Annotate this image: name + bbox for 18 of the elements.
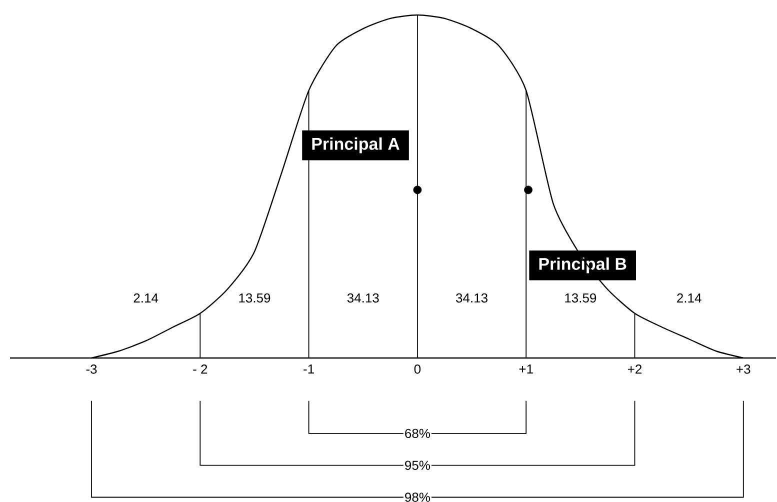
x-tick-label: -1 — [304, 364, 314, 374]
text: 68% — [405, 428, 430, 438]
annotation: 34.13 — [347, 293, 379, 303]
annotation: 13.59 — [565, 293, 596, 303]
annotation: 2.14 — [677, 293, 702, 302]
x-tick-label: +2 — [628, 364, 642, 374]
annotation: 13.59 — [239, 293, 270, 303]
x-tick-label: +1 — [519, 364, 533, 374]
text: 95% — [405, 460, 430, 470]
x-tick-label: 0 — [414, 364, 421, 374]
x-tick-label: -3 — [86, 364, 97, 374]
x-tick-label: - 2 — [193, 364, 208, 374]
text: 98% — [405, 492, 430, 502]
x-tick-label: +3 — [736, 364, 750, 374]
text: Principal A — [312, 137, 400, 154]
text: Principal B — [539, 257, 626, 274]
annotation: 34.13 — [456, 293, 488, 303]
annotation: 2.14 — [134, 293, 158, 302]
